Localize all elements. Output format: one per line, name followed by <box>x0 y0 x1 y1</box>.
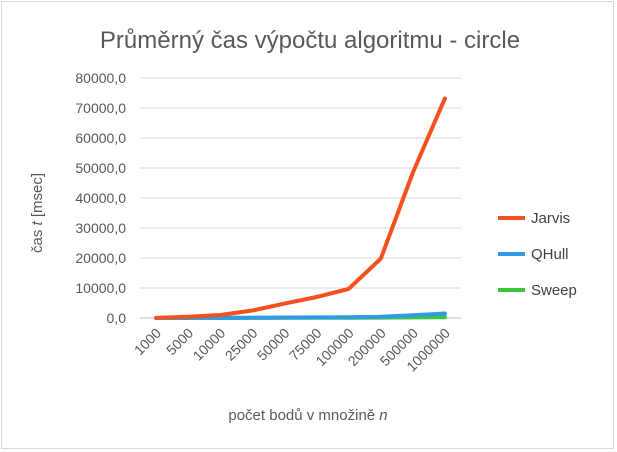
y-tick-label: 60000,0 <box>75 130 126 146</box>
y-tick-label: 30000,0 <box>75 220 126 236</box>
y-tick-label: 50000,0 <box>75 160 126 176</box>
x-tick-label: 25000 <box>222 325 261 364</box>
x-tick-label: 10000 <box>190 325 229 364</box>
x-axis-label-prefix: počet bodů v množině <box>228 407 379 424</box>
x-axis-label-var: n <box>379 407 387 424</box>
legend: Jarvis QHull Sweep <box>498 210 577 299</box>
y-axis-label: čas t [msec] <box>29 173 46 253</box>
chart-title: Průměrný čas výpočtu algoritmu - circle <box>100 27 520 54</box>
series-line-jarvis <box>154 96 447 320</box>
y-tick-label: 10000,0 <box>75 280 126 296</box>
legend-label-qhull: QHull <box>531 246 569 263</box>
x-tick-label: 1000 <box>131 325 164 358</box>
y-axis-label-prefix: čas <box>29 226 46 254</box>
y-tick-label: 40000,0 <box>75 190 126 206</box>
y-tick-label: 20000,0 <box>75 250 126 266</box>
x-axis-ticks: 1000500010000250005000075000100000200000… <box>131 325 453 375</box>
y-tick-label: 0,0 <box>107 310 127 326</box>
series-lines <box>154 96 447 320</box>
x-axis-label: počet bodů v množině n <box>228 407 387 424</box>
y-axis-label-var: t <box>29 221 46 226</box>
x-tick-label: 50000 <box>254 325 293 364</box>
y-axis-ticks: 0,0 10000,0 20000,0 30000,0 40000,0 50000,0 60… <box>75 70 126 326</box>
y-tick-label: 70000,0 <box>75 100 126 116</box>
y-axis-label-suffix: [msec] <box>29 173 46 221</box>
y-tick-label: 80000,0 <box>75 70 126 86</box>
legend-label-sweep: Sweep <box>531 282 577 299</box>
legend-label-jarvis: Jarvis <box>531 210 570 227</box>
gridlines <box>140 77 461 319</box>
